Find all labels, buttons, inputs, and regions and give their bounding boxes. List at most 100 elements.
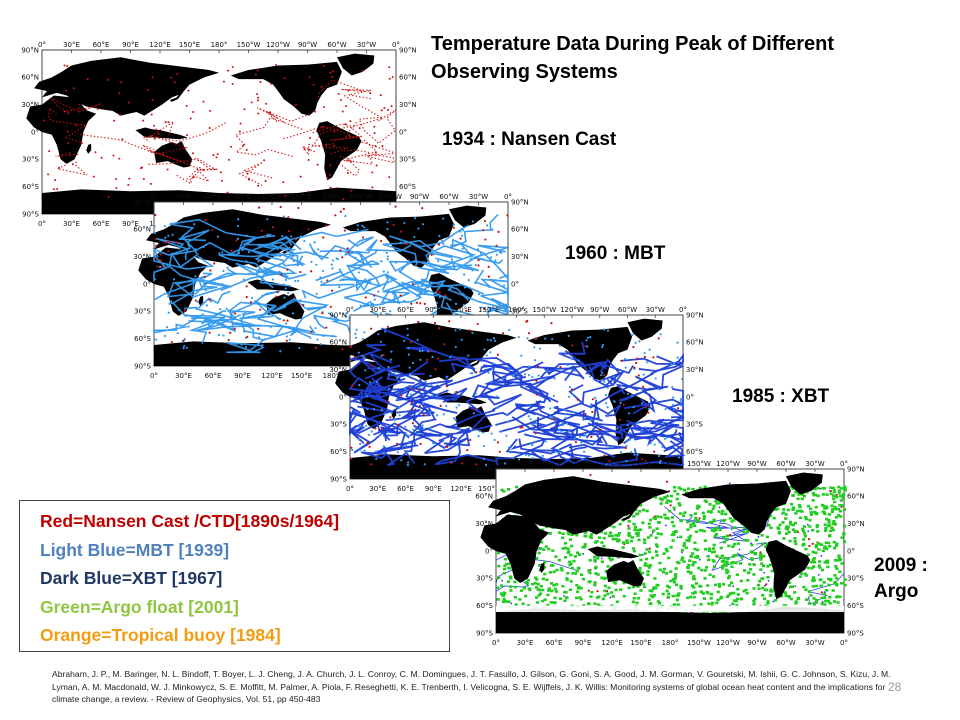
lon-tick-label: 90°W [298, 41, 317, 49]
lat-tick-label: 60°S [399, 183, 416, 191]
lat-tick-label: 30°S [22, 156, 39, 164]
lon-tick-label: 60°E [205, 372, 222, 380]
lon-tick-label: 180° [662, 639, 679, 647]
lon-tick-label: 180° [211, 41, 228, 49]
lat-tick-label: 0° [143, 280, 151, 288]
lon-tick-label: 0° [346, 306, 354, 314]
lat-tick-label: 60°N [329, 339, 347, 347]
lat-tick-label: 60°N [686, 339, 704, 347]
lat-tick-label: 90°S [847, 629, 864, 637]
lon-tick-label: 60°E [397, 306, 414, 314]
land-masses [26, 53, 396, 215]
lon-tick-label: 120°E [601, 639, 622, 647]
lon-tick-label: 90°W [747, 460, 766, 468]
lat-tick-label: 90°S [22, 210, 39, 218]
page-number: 28 [888, 680, 902, 694]
lon-tick-label: 120°E [149, 41, 170, 49]
lat-tick-label: 30°S [399, 156, 416, 164]
lat-tick-label: 30°S [476, 575, 493, 583]
lon-tick-label: 0° [346, 485, 354, 493]
legend-item-nansen: Red=Nansen Cast /CTD[1890s/1964] [40, 511, 340, 531]
lon-tick-label: 30°W [357, 41, 376, 49]
lat-tick-label: 90°S [134, 362, 151, 370]
lon-tick-label: 60°E [93, 220, 110, 228]
lon-tick-label: 60°E [546, 639, 563, 647]
lon-tick-label: 120°W [378, 193, 402, 201]
lat-tick-label: 0° [399, 128, 407, 136]
lon-tick-label: 120°E [261, 193, 282, 201]
lat-tick-label: 90°N [329, 311, 347, 319]
lat-tick-label: 90°N [133, 198, 151, 206]
legend-item-mbt: Light Blue=MBT [1939] [40, 539, 230, 560]
lon-tick-label: 180° [508, 306, 525, 314]
legend-item-buoy: Orange=Tropical buoy [1984] [40, 625, 281, 645]
lon-tick-label: 0° [840, 639, 848, 647]
lon-tick-label: 0° [492, 460, 500, 468]
lat-tick-label: 60°N [133, 226, 151, 234]
lon-tick-label: 90°E [122, 41, 139, 49]
lon-tick-label: 0° [150, 372, 158, 380]
lon-tick-label: 90°E [122, 220, 139, 228]
lat-tick-label: 30°N [475, 520, 493, 528]
lat-tick-label: 90°N [475, 465, 493, 473]
lat-tick-label: 30°N [399, 101, 417, 109]
lon-tick-label: 150°E [291, 372, 312, 380]
lon-tick-label: 90°E [575, 460, 592, 468]
lon-tick-label: 0° [492, 639, 500, 647]
lat-tick-label: 90°N [847, 465, 865, 473]
slide-title: Temperature Data During Peak of Differen… [431, 33, 835, 83]
lon-tick-label: 90°W [747, 639, 766, 647]
lat-tick-label: 60°N [475, 493, 493, 501]
map-panel-argo: 0° 0° 30°E 30°E 60°E 60°E 90°E 90°E 120°E 120°E 15… [468, 457, 868, 647]
argo-map: 0° 0° 30°E 30°E 60°E 60°E 90°E 90°E 120°E 120°E 15… [475, 460, 865, 647]
caption-argo-line1: 2009 : [874, 555, 928, 576]
lon-tick-label: 120°W [560, 306, 584, 314]
lon-tick-label: 0° [504, 193, 512, 201]
lon-tick-label: 90°E [425, 306, 442, 314]
observation-tracks [152, 205, 511, 354]
lon-tick-label: 60°W [618, 306, 637, 314]
lat-tick-label: 30°S [330, 421, 347, 429]
lat-tick-label: 30°N [133, 253, 151, 261]
caption-mbt: 1960 : MBT [565, 243, 666, 264]
lon-tick-label: 150°E [630, 460, 651, 468]
lat-tick-label: 0° [31, 128, 39, 136]
caption-xbt: 1985 : XBT [732, 386, 830, 407]
lat-tick-label: 60°S [686, 448, 703, 456]
lon-tick-label: 150°W [349, 193, 373, 201]
lon-tick-label: 90°W [410, 193, 429, 201]
lon-tick-label: 60°E [397, 485, 414, 493]
caption-nansen: 1934 : Nansen Cast [442, 129, 617, 150]
lon-tick-label: 150°W [237, 41, 261, 49]
lat-tick-label: 60°S [22, 183, 39, 191]
lon-tick-label: 60°W [776, 460, 795, 468]
lat-tick-label: 60°N [21, 74, 39, 82]
lon-tick-label: 90°E [234, 372, 251, 380]
lat-tick-label: 30°S [686, 421, 703, 429]
lat-tick-label: 60°N [399, 74, 417, 82]
lat-tick-label: 90°N [511, 198, 529, 206]
lon-tick-label: 150°E [179, 41, 200, 49]
lon-tick-label: 30°E [517, 639, 534, 647]
lat-tick-label: 60°S [476, 602, 493, 610]
lon-tick-label: 90°E [425, 485, 442, 493]
lon-tick-label: 120°E [261, 372, 282, 380]
lat-tick-label: 90°S [476, 629, 493, 637]
lon-tick-label: 180° [662, 460, 679, 468]
lon-tick-label: 30°E [517, 460, 534, 468]
lon-tick-label: 60°E [546, 460, 563, 468]
observation-tracks [348, 319, 686, 467]
map-panel-nansen: 0° 0° 30°E 30°E 60°E 60°E 90°E 90°E 120°E 120°E 15… [18, 38, 418, 228]
lon-tick-label: 120°W [716, 639, 740, 647]
lat-tick-label: 30°N [21, 101, 39, 109]
lon-tick-label: 0° [679, 306, 687, 314]
lon-tick-label: 60°E [205, 193, 222, 201]
lon-tick-label: 90°E [234, 193, 251, 201]
lon-tick-label: 120°E [601, 460, 622, 468]
lat-tick-label: 30°S [134, 308, 151, 316]
lon-tick-label: 30°W [805, 639, 824, 647]
nansen-map: 0° 0° 30°E 30°E 60°E 60°E 90°E 90°E 120°E 120°E 15… [21, 41, 417, 228]
lat-tick-label: 60°S [330, 448, 347, 456]
lat-tick-label: 30°N [329, 366, 347, 374]
lat-tick-label: 30°S [847, 575, 864, 583]
